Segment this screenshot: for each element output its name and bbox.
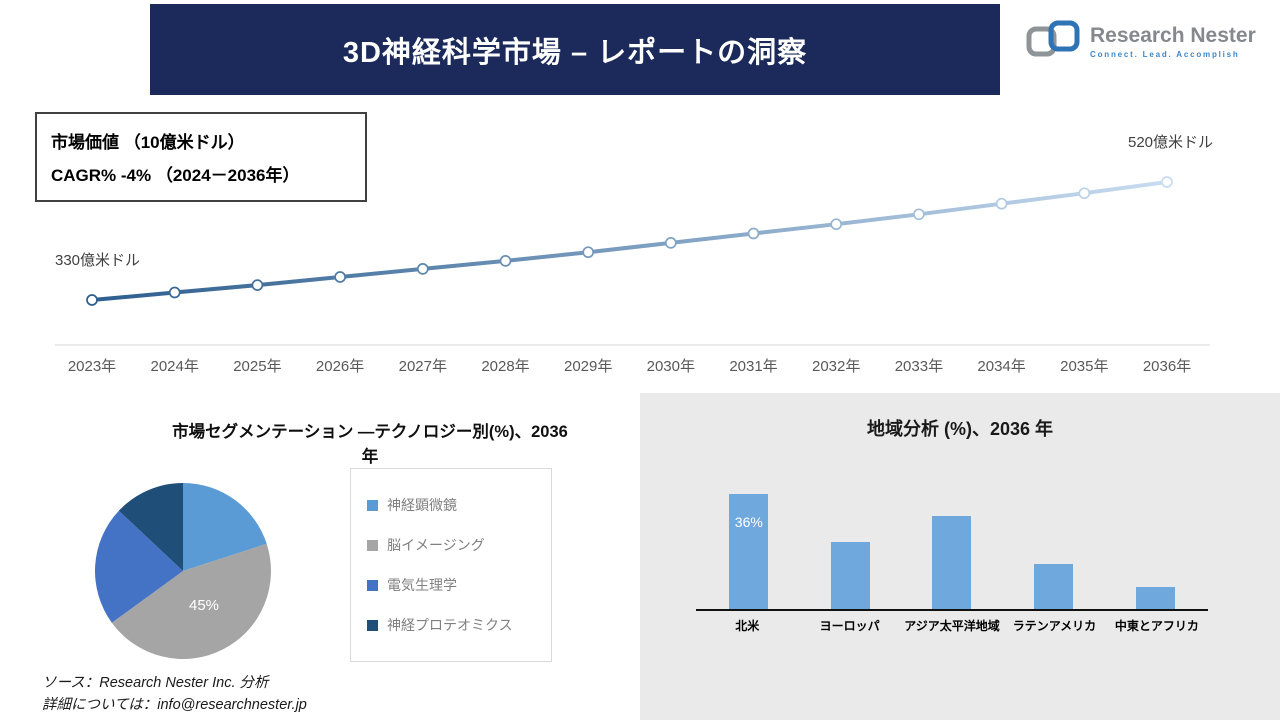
bar-chart-baseline (696, 609, 1208, 611)
pie-chart-title: 市場セグメンテーション ―テクノロジー別(%)、2036 年 (120, 420, 620, 470)
bar-column (1105, 586, 1205, 609)
year-label: 2029年 (564, 358, 612, 375)
data-point (664, 237, 677, 249)
segmentation-pie-chart (94, 483, 271, 659)
data-point (251, 279, 264, 291)
contact-note: 詳細については：info@researchnester.jp (42, 697, 307, 714)
year-label: 2036年 (1143, 358, 1191, 375)
bar-category-label: アジア太平洋地域 (904, 619, 1000, 633)
bar (1034, 564, 1074, 609)
bar-category-label: 北米 (735, 619, 760, 633)
year-label: 2031年 (729, 358, 777, 375)
legend-swatch (367, 579, 378, 591)
bar-category-label: ラテンアメリカ (1012, 619, 1097, 633)
line-start-value-label: 330億米ドル (55, 252, 141, 269)
legend-item: 神経顕微鏡 (367, 495, 535, 515)
year-label: 2027年 (399, 358, 447, 375)
data-point (499, 255, 512, 267)
legend-item: 脳イメージング (367, 535, 535, 555)
bar-columns: 36% (698, 489, 1206, 609)
bar-column (800, 541, 900, 609)
data-point (168, 286, 181, 299)
market-value-label: 市場価値 （10億米ドル） (51, 133, 245, 152)
pie-title-line1: 市場セグメンテーション ―テクノロジー別(%)、2036 (172, 423, 568, 441)
bar-column (902, 516, 1002, 609)
source-note: ソース：Research Nester Inc. 分析 (42, 675, 269, 691)
legend-label: 脳イメージング (387, 537, 485, 553)
data-point (1161, 176, 1173, 188)
bar (830, 541, 870, 609)
trend-line (91, 180, 1168, 302)
legend-swatch (367, 619, 378, 631)
pie-title-line2: 年 (361, 447, 379, 466)
bar-value-label: 36% (734, 513, 763, 530)
year-label: 2028年 (481, 358, 529, 375)
data-point (86, 294, 98, 306)
legend-label: 神経プロテオミクス (387, 617, 513, 633)
pie-slice (94, 510, 183, 623)
data-point (747, 227, 760, 240)
data-point (416, 263, 429, 275)
year-label: 2034年 (977, 358, 1025, 375)
data-point (913, 208, 925, 221)
year-label: 2030年 (647, 358, 695, 375)
legend-item: 神経プロテオミクス (367, 615, 535, 635)
pie-slice (183, 483, 267, 571)
legend-swatch (367, 499, 378, 511)
header-banner: 3D神経科学市場 – レポートの洞察 (150, 4, 1000, 95)
pie-legend: 神経顕微鏡脳イメージング 電気生理学神経プロテオミクス (350, 468, 552, 662)
bar-labels: 北米 ヨーロッパ アジア太平洋地域 ラテンアメリカ 中東とアフリカ (696, 617, 1208, 634)
year-label: 2033年 (895, 358, 943, 375)
year-label: 2024年 (151, 358, 199, 375)
logo-text: Research Nester Connect. Lead. Accomplis… (1090, 24, 1256, 59)
pie-slice-value-label: 45% (188, 597, 220, 614)
pie-slice (111, 543, 271, 659)
pie-slice (118, 483, 183, 571)
page-title: 3D神経科学市場 – レポートの洞察 (342, 36, 808, 69)
data-point (1078, 187, 1091, 200)
data-point (830, 218, 843, 231)
bar-chart-title: 地域分析 (%)、2036 年 (866, 419, 1054, 439)
legend-label: 神経顕微鏡 (387, 497, 457, 513)
data-point (995, 197, 1008, 210)
logo-tagline: Connect. Lead. Accomplish (1090, 50, 1240, 59)
footer: ソース：Research Nester Inc. 分析 詳細については：info… (42, 672, 307, 717)
bar-column (1004, 564, 1104, 609)
market-line-chart: 2023年 2024年 2025年 2026年 2027年 2028年 2029年 2030年… (55, 176, 1210, 375)
regional-analysis-panel: 地域分析 (%)、2036 年 36% 北米 ヨーロッパ アジア太平洋地域 ラテンアメ… (640, 393, 1280, 720)
market-value-info-box: 市場価値 （10億米ドル） CAGR% -4% （2024－2036年） (35, 112, 367, 202)
bar: 36% (729, 493, 769, 609)
legend-item: 電気生理学 (367, 575, 535, 595)
bar-category-label: ヨーロッパ (819, 619, 880, 633)
year-label: 2023年 (68, 358, 116, 375)
brand-logo: Research Nester Connect. Lead. Accomplis… (1026, 18, 1256, 65)
bar (1135, 586, 1175, 609)
data-point (582, 246, 595, 259)
chain-link-icon (1026, 18, 1082, 65)
legend-label: 電気生理学 (387, 577, 457, 593)
year-label: 2025年 (233, 358, 281, 375)
cagr-label: CAGR% -4% （2024－2036年） (51, 166, 300, 185)
line-end-value-label: 520億米ドル (1128, 134, 1214, 151)
bar (932, 516, 972, 609)
year-label: 2035年 (1060, 358, 1108, 375)
data-point (334, 271, 346, 283)
bar-column: 36% (699, 493, 799, 609)
logo-name: Research Nester (1090, 24, 1256, 47)
legend-swatch (367, 539, 378, 551)
year-label: 2032年 (812, 358, 860, 375)
year-label: 2026年 (316, 358, 364, 375)
bar-category-label: 中東とアフリカ (1114, 619, 1199, 633)
